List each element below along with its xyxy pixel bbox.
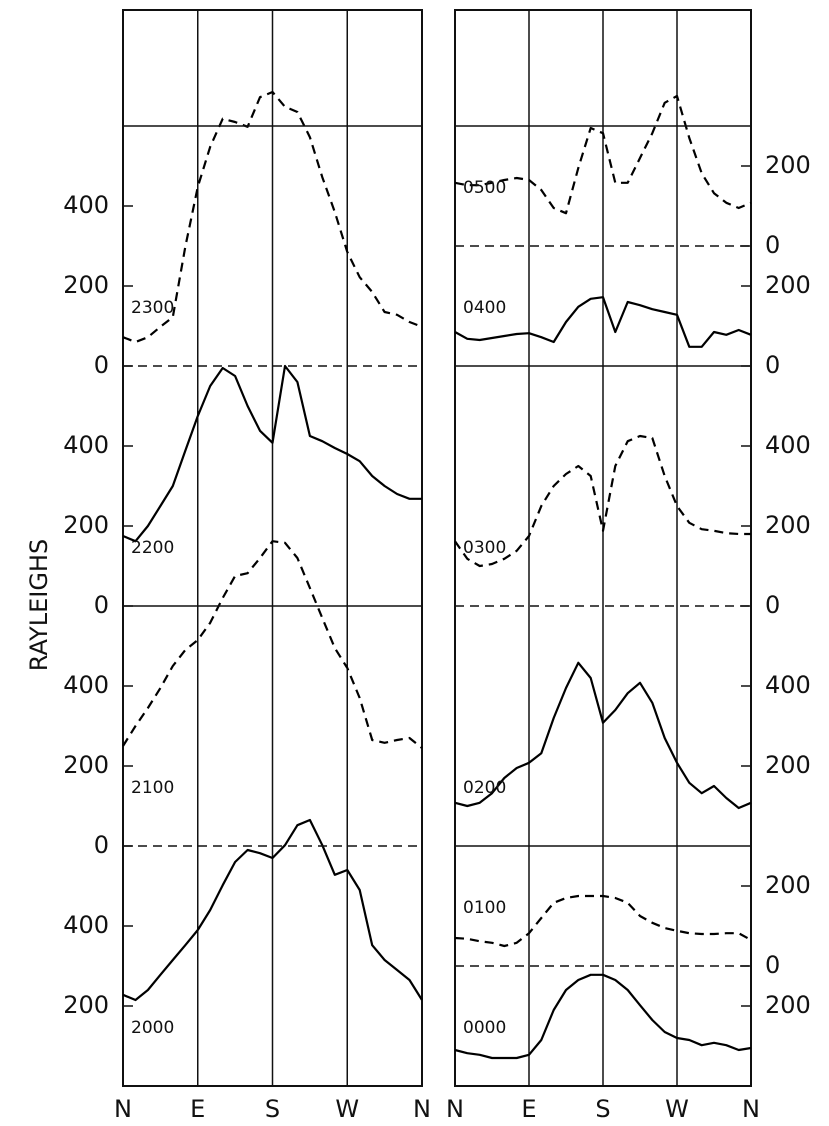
series-label: 0100 [463, 898, 506, 918]
x-tick-label: W [335, 1095, 359, 1123]
x-tick-label: W [665, 1095, 689, 1123]
series-line [454, 296, 752, 348]
x-tick-label: S [595, 1095, 610, 1123]
y-axis-title: RAYLEIGHS [25, 539, 53, 671]
y-tick-label: 200 [63, 271, 109, 299]
y-tick-label: 400 [63, 671, 109, 699]
series-line [454, 434, 751, 568]
y-tick-label: 200 [63, 511, 109, 539]
y-tick-label: 200 [63, 751, 109, 779]
series-label: 2100 [131, 778, 174, 798]
series-line [454, 661, 752, 810]
series-line [122, 364, 422, 543]
y-tick-label: 200 [63, 991, 109, 1019]
series-label: 0400 [463, 298, 506, 318]
y-tick-label: 0 [94, 831, 109, 859]
x-tick-label: N [114, 1095, 132, 1123]
y-tick-label: 400 [63, 191, 109, 219]
y-tick-label: 0 [94, 591, 109, 619]
series-label: 0200 [463, 778, 506, 798]
x-tick-label: N [742, 1095, 760, 1123]
x-tick-label: N [413, 1095, 431, 1123]
series-line [122, 818, 423, 1002]
series-line [454, 973, 752, 1060]
series-line [122, 90, 423, 344]
y-tick-label: 0 [94, 351, 109, 379]
y-tick-label: 200 [765, 751, 811, 779]
y-tick-label: 0 [765, 351, 780, 379]
series-label: 0000 [463, 1018, 506, 1038]
y-tick-label: 200 [765, 151, 811, 179]
series-line [454, 894, 752, 948]
y-tick-label: 400 [63, 911, 109, 939]
y-tick-label: 200 [765, 511, 811, 539]
series-label: 2300 [131, 298, 174, 318]
y-tick-label: 400 [63, 431, 109, 459]
series-line [454, 94, 752, 215]
x-tick-label: S [265, 1095, 280, 1123]
y-tick-label: 0 [765, 591, 780, 619]
x-tick-label: E [521, 1095, 536, 1123]
y-tick-label: 200 [765, 271, 811, 299]
x-tick-label: E [190, 1095, 205, 1123]
y-tick-label: 0 [765, 951, 780, 979]
y-tick-label: 400 [765, 431, 811, 459]
x-tick-label: N [446, 1095, 464, 1123]
y-tick-label: 200 [765, 871, 811, 899]
series-label: 2000 [131, 1018, 174, 1038]
series-line [122, 540, 423, 749]
series-label: 0500 [463, 178, 506, 198]
series-label: 2200 [131, 538, 174, 558]
series-label: 0300 [463, 538, 506, 558]
y-tick-label: 400 [765, 671, 811, 699]
y-tick-label: 200 [765, 991, 811, 1019]
y-tick-label: 0 [765, 231, 780, 259]
